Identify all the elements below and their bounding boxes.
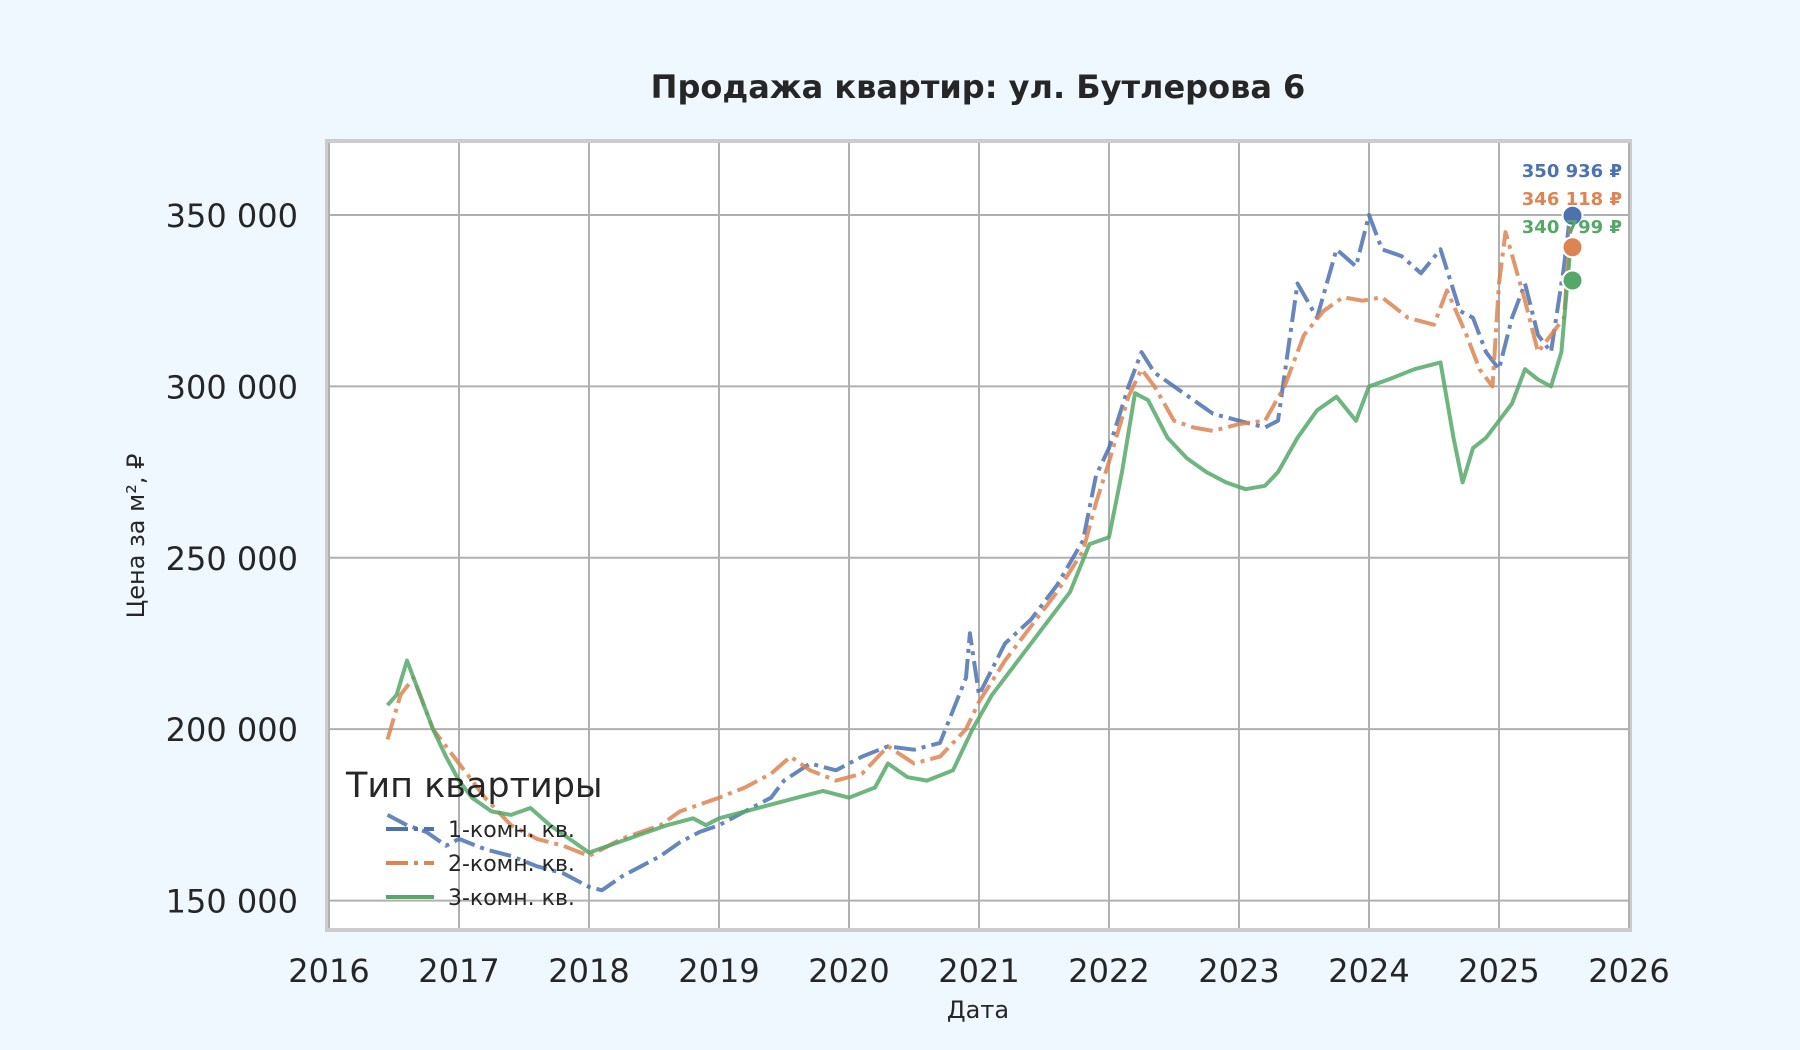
y-axis-label: Цена за м², ₽ bbox=[122, 454, 150, 619]
legend-label: 1-комн. кв. bbox=[448, 818, 575, 843]
x-tick-label: 2020 bbox=[808, 952, 889, 990]
x-tick-label: 2018 bbox=[548, 952, 629, 990]
chart-title: Продажа квартир: ул. Бутлерова 6 bbox=[651, 68, 1306, 106]
endpoint-marker bbox=[1561, 269, 1584, 292]
endpoint-label: 346 118 ₽ bbox=[1522, 189, 1622, 210]
series-lines bbox=[385, 211, 1573, 893]
legend-label: 2-комн. кв. bbox=[448, 852, 575, 877]
series-line-1 bbox=[386, 211, 1573, 893]
x-tick-label: 2023 bbox=[1198, 952, 1279, 990]
y-axis-ticks: 150 000 200 000 250 000 300 000 350 000 bbox=[166, 197, 298, 921]
x-tick-label: 2016 bbox=[288, 952, 369, 990]
endpoint-label: 340 799 ₽ bbox=[1522, 217, 1622, 238]
y-tick-label: 350 000 bbox=[166, 197, 298, 235]
x-tick-label: 2017 bbox=[418, 952, 499, 990]
legend: Тип квартиры 1-комн. кв. 2-комн. кв. 3-ком… bbox=[345, 766, 603, 911]
endpoint-markers: 350 936 ₽ 346 118 ₽ 340 799 ₽ bbox=[1522, 161, 1622, 292]
x-tick-label: 2022 bbox=[1068, 952, 1149, 990]
y-tick-label: 300 000 bbox=[166, 368, 298, 406]
endpoint-marker bbox=[1561, 236, 1584, 259]
x-tick-label: 2021 bbox=[938, 952, 1019, 990]
endpoint-marker bbox=[1561, 204, 1584, 227]
legend-title: Тип квартиры bbox=[345, 766, 603, 806]
x-axis-label: Дата bbox=[947, 996, 1009, 1024]
legend-label: 3-комн. кв. bbox=[448, 886, 575, 911]
x-tick-label: 2025 bbox=[1458, 952, 1539, 990]
y-tick-label: 250 000 bbox=[166, 540, 298, 578]
x-tick-label: 2019 bbox=[678, 952, 759, 990]
series-line-3 bbox=[386, 246, 1573, 855]
x-tick-label: 2024 bbox=[1328, 952, 1409, 990]
x-axis-ticks: 2016 2017 2018 2019 2020 2021 2022 2023 2024 2025… bbox=[288, 952, 1669, 990]
series-line-2 bbox=[385, 228, 1573, 858]
x-tick-label: 2026 bbox=[1588, 952, 1669, 990]
endpoint-label: 350 936 ₽ bbox=[1522, 161, 1622, 182]
y-tick-label: 200 000 bbox=[166, 711, 298, 749]
y-tick-label: 150 000 bbox=[166, 883, 298, 921]
